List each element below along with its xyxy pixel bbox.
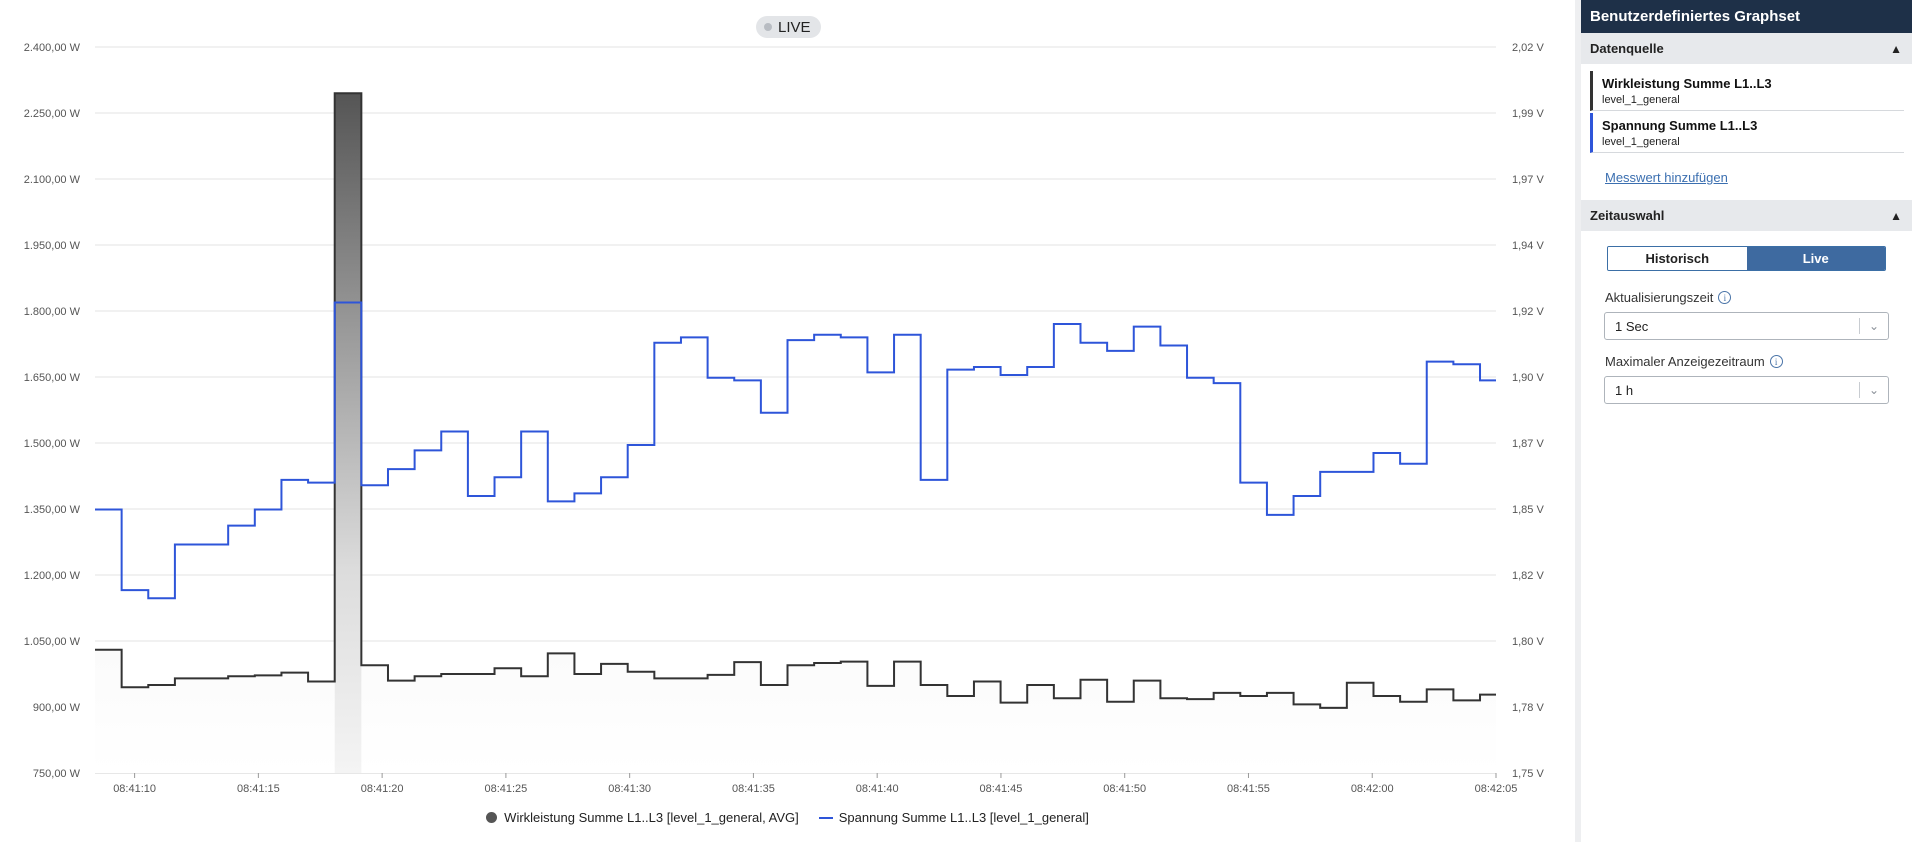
section-header-datasource[interactable]: Datenquelle ▲ bbox=[1581, 33, 1912, 64]
panel-divider[interactable] bbox=[1575, 0, 1581, 842]
x-tick-label: 08:41:25 bbox=[484, 783, 527, 795]
x-axis: 08:41:10 08:41:15 08:41:20 08:41:25 08:41:30… bbox=[113, 773, 1517, 795]
legend-label-voltage: Spannung Summe L1..L3 [level_1_general] bbox=[838, 810, 1089, 825]
toggle-live-button[interactable]: Live bbox=[1746, 247, 1885, 270]
chart-area: 750,00 W 900,00 W 1.050,00 W 1.200,00 W 1.35… bbox=[0, 16, 1575, 825]
max-range-label-text: Maximaler Anzeigezeitraum bbox=[1605, 354, 1765, 369]
y-tick-label-right: 1,78 V bbox=[1512, 702, 1544, 714]
legend-item-power[interactable]: Wirkleistung Summe L1..L3 [level_1_gener… bbox=[486, 810, 799, 825]
section-title-datasource: Datenquelle bbox=[1590, 41, 1664, 56]
y-tick-label-right: 1,92 V bbox=[1512, 306, 1544, 318]
chevron-down-icon: ⌄ bbox=[1859, 318, 1888, 334]
legend-item-voltage[interactable]: Spannung Summe L1..L3 [level_1_general] bbox=[818, 810, 1089, 825]
voltage-line bbox=[95, 301, 1496, 600]
power-peak-bar bbox=[334, 93, 362, 773]
y-tick-label-left: 2.250,00 W bbox=[24, 108, 81, 120]
chevron-up-icon[interactable]: ▲ bbox=[1890, 208, 1902, 223]
voltage-series bbox=[95, 301, 1496, 600]
max-range-select-value: 1 h bbox=[1615, 382, 1634, 398]
y-tick-label-left: 1.350,00 W bbox=[24, 504, 81, 516]
line-marker-icon bbox=[818, 816, 833, 819]
x-tick-label: 08:41:45 bbox=[980, 783, 1023, 795]
y-tick-label-left: 2.400,00 W bbox=[24, 42, 81, 54]
info-icon[interactable]: i bbox=[1769, 355, 1783, 368]
live-badge[interactable]: LIVE bbox=[756, 16, 821, 38]
info-icon[interactable]: i bbox=[1718, 291, 1732, 304]
chart-svg: 750,00 W 900,00 W 1.050,00 W 1.200,00 W 1.35… bbox=[24, 42, 1545, 795]
chevron-up-icon[interactable]: ▲ bbox=[1890, 41, 1902, 56]
datasource-name: Wirkleistung Summe L1..L3 bbox=[1602, 76, 1772, 91]
power-series bbox=[95, 92, 1496, 773]
y-tick-label-left: 1.200,00 W bbox=[24, 570, 81, 582]
y-tick-label-right: 1,90 V bbox=[1512, 372, 1544, 384]
refresh-select-value: 1 Sec bbox=[1615, 318, 1649, 334]
y-tick-label-right: 2,02 V bbox=[1512, 42, 1544, 54]
refresh-select[interactable]: 1 Sec ⌄ bbox=[1604, 312, 1889, 340]
legend-label-power: Wirkleistung Summe L1..L3 [level_1_gener… bbox=[504, 810, 799, 825]
chart-legend: Wirkleistung Summe L1..L3 [level_1_gener… bbox=[0, 810, 1575, 825]
x-tick-label: 08:41:55 bbox=[1227, 783, 1270, 795]
section-title-time: Zeitauswahl bbox=[1590, 208, 1665, 223]
y-tick-label-right: 1,80 V bbox=[1512, 636, 1544, 648]
x-tick-label: 08:41:30 bbox=[608, 783, 651, 795]
live-indicator-icon bbox=[764, 23, 772, 31]
datasource-sub: level_1_general bbox=[1602, 136, 1680, 148]
power-area bbox=[95, 93, 1496, 773]
y-tick-label-right: 1,87 V bbox=[1512, 438, 1544, 450]
section-header-time[interactable]: Zeitauswahl ▲ bbox=[1581, 200, 1912, 231]
refresh-label-text: Aktualisierungszeit bbox=[1605, 290, 1714, 305]
datasource-item[interactable]: Spannung Summe L1..L3 level_1_general bbox=[1590, 113, 1904, 153]
max-range-field-label: Maximaler Anzeigezeitraum i bbox=[1605, 354, 1912, 369]
refresh-field-label: Aktualisierungszeit i bbox=[1605, 290, 1912, 305]
y-tick-label-right: 1,94 V bbox=[1512, 240, 1544, 252]
add-measurement-link[interactable]: Messwert hinzufügen bbox=[1605, 170, 1728, 185]
y-tick-label-right: 1,97 V bbox=[1512, 174, 1544, 186]
x-tick-label: 08:41:20 bbox=[361, 783, 404, 795]
x-tick-label: 08:42:05 bbox=[1475, 783, 1518, 795]
y-tick-label-left: 1.050,00 W bbox=[24, 636, 81, 648]
chevron-down-icon: ⌄ bbox=[1859, 382, 1888, 398]
left-axis: 750,00 W 900,00 W 1.050,00 W 1.200,00 W 1.35… bbox=[24, 42, 81, 780]
datasource-sub: level_1_general bbox=[1602, 94, 1680, 106]
live-badge-label: LIVE bbox=[778, 18, 811, 36]
circle-marker-icon bbox=[486, 812, 498, 823]
x-tick-label: 08:41:15 bbox=[237, 783, 280, 795]
x-tick-label: 08:41:35 bbox=[732, 783, 775, 795]
y-tick-label-right: 1,99 V bbox=[1512, 108, 1544, 120]
datasource-item[interactable]: Wirkleistung Summe L1..L3 level_1_genera… bbox=[1590, 71, 1904, 111]
datasource-name: Spannung Summe L1..L3 bbox=[1602, 118, 1758, 133]
toggle-historic-button[interactable]: Historisch bbox=[1608, 247, 1747, 270]
y-tick-label-right: 1,85 V bbox=[1512, 504, 1544, 516]
power-line bbox=[95, 92, 1496, 709]
max-range-select[interactable]: 1 h ⌄ bbox=[1604, 376, 1889, 404]
x-tick-label: 08:41:10 bbox=[113, 783, 156, 795]
y-tick-label-left: 1.950,00 W bbox=[24, 240, 81, 252]
graphset-panel: Benutzerdefiniertes Graphset Datenquelle… bbox=[1581, 0, 1912, 842]
mode-toggle: Historisch Live bbox=[1607, 246, 1886, 271]
y-tick-label-right: 1,75 V bbox=[1512, 768, 1544, 780]
panel-title: Benutzerdefiniertes Graphset bbox=[1581, 0, 1912, 33]
y-tick-label-left: 1.500,00 W bbox=[24, 438, 81, 450]
right-axis: 1,75 V 1,78 V 1,80 V 1,82 V 1,85 V 1,87 V 1,90… bbox=[1512, 42, 1544, 780]
x-tick-label: 08:42:00 bbox=[1351, 783, 1394, 795]
y-tick-label-left: 900,00 W bbox=[33, 702, 81, 714]
x-tick-label: 08:41:50 bbox=[1103, 783, 1146, 795]
y-tick-label-left: 750,00 W bbox=[33, 768, 81, 780]
y-tick-label-left: 2.100,00 W bbox=[24, 174, 81, 186]
y-tick-label-right: 1,82 V bbox=[1512, 570, 1544, 582]
y-tick-label-left: 1.800,00 W bbox=[24, 306, 81, 318]
grid bbox=[95, 46, 1496, 774]
x-tick-label: 08:41:40 bbox=[856, 783, 899, 795]
y-tick-label-left: 1.650,00 W bbox=[24, 372, 81, 384]
